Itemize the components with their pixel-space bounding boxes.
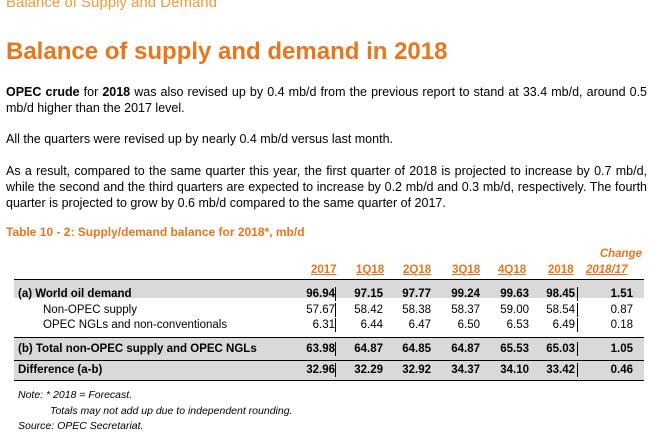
cell-value: 58.38 (402, 304, 431, 316)
table-row: (a) World oil demand 96.94 97.15 97.77 9… (0, 287, 666, 301)
col-header-2017: 2017 (311, 264, 337, 276)
table-bottom-rule (14, 380, 644, 381)
cell-value: 65.03 (546, 343, 575, 355)
cell-value: 64.85 (402, 343, 431, 355)
cell-value: 32.92 (402, 364, 431, 376)
table-row: OPEC NGLs and non-conventionals 6.31 6.4… (0, 318, 666, 332)
column-divider (335, 363, 336, 377)
row-label: Difference (a-b) (18, 364, 103, 376)
cell-value: 63.98 (306, 343, 335, 355)
cell-value: 6.31 (312, 319, 335, 331)
page-title: Balance of supply and demand in 2018 (6, 38, 448, 65)
column-divider (577, 342, 578, 356)
col-header-1q18: 1Q18 (356, 264, 385, 276)
bold-opec-crude: OPEC crude (6, 85, 80, 99)
running-header: Balance of Supply and Demand (6, 0, 217, 11)
column-divider (335, 318, 336, 332)
column-divider (335, 342, 336, 356)
col-header-4q18: 4Q18 (498, 264, 527, 276)
col-header-3q18: 3Q18 (452, 264, 481, 276)
cell-value: 58.54 (546, 304, 575, 316)
cell-value: 0.18 (610, 319, 633, 331)
cell-value: 97.77 (402, 288, 431, 300)
table-source: Source: OPEC Secretariat. (18, 420, 144, 432)
cell-value: 0.87 (610, 304, 633, 316)
para1-text-2: was also revised up by 0.4 mb/d from the… (6, 85, 647, 115)
table-mid-rule (14, 337, 644, 338)
table-caption: Table 10 - 2: Supply/demand balance for … (6, 225, 305, 239)
cell-value: 34.37 (451, 364, 480, 376)
row-label: (b) Total non-OPEC supply and OPEC NGLs (18, 343, 257, 355)
cell-value: 6.50 (457, 319, 480, 331)
col-header-change: 2018/17 (586, 264, 628, 276)
paragraph-quarters-revised: All the quarters were revised up by near… (6, 132, 393, 146)
bold-2018: 2018 (102, 85, 131, 99)
column-divider (335, 287, 336, 301)
table-row: Non-OPEC supply 57.67 58.42 58.38 58.37 … (0, 303, 666, 317)
cell-value: 99.24 (451, 288, 480, 300)
shade-total-supply (14, 337, 644, 360)
cell-value: 34.10 (500, 364, 529, 376)
column-divider (335, 303, 336, 317)
table-lower-rule (14, 360, 644, 361)
col-header-2018: 2018 (548, 264, 574, 276)
change-header: Change (599, 248, 642, 260)
column-divider (577, 287, 578, 301)
cell-value: 0.46 (610, 364, 633, 376)
table-top-rule (14, 279, 644, 280)
cell-value: 1.05 (610, 343, 633, 355)
row-label: Non-OPEC supply (43, 304, 137, 316)
cell-value: 64.87 (451, 343, 480, 355)
column-divider (577, 318, 578, 332)
para1-text-1: for (79, 85, 103, 99)
table-row: Difference (a-b) 32.96 32.29 32.92 34.37… (0, 363, 666, 377)
cell-value: 6.49 (552, 319, 575, 331)
cell-value: 98.45 (546, 288, 575, 300)
shade-demand (14, 279, 644, 298)
cell-value: 33.42 (546, 364, 575, 376)
paragraph-opec-crude: OPEC crude for 2018 was also revised up … (6, 84, 647, 116)
column-divider (577, 363, 578, 377)
cell-value: 97.15 (354, 288, 383, 300)
column-divider (577, 303, 578, 317)
cell-value: 57.67 (306, 304, 335, 316)
cell-value: 96.94 (306, 288, 335, 300)
cell-value: 99.63 (500, 288, 529, 300)
shade-difference (14, 360, 644, 380)
row-label: OPEC NGLs and non-conventionals (43, 319, 228, 331)
table-note-rounding: Totals may not add up due to independent… (50, 405, 293, 417)
paragraph-quarterly-projection: As a result, compared to the same quarte… (6, 164, 647, 210)
cell-value: 58.37 (451, 304, 480, 316)
table-row: (b) Total non-OPEC supply and OPEC NGLs … (0, 342, 666, 356)
table-note-forecast: Note: * 2018 = Forecast. (18, 389, 133, 401)
cell-value: 6.47 (408, 319, 431, 331)
cell-value: 58.42 (354, 304, 383, 316)
col-header-2q18: 2Q18 (403, 264, 432, 276)
cell-value: 32.96 (306, 364, 335, 376)
cell-value: 59.00 (500, 304, 529, 316)
cell-value: 1.51 (610, 288, 633, 300)
cell-value: 64.87 (354, 343, 383, 355)
cell-value: 32.29 (354, 364, 383, 376)
cell-value: 6.53 (506, 319, 529, 331)
cell-value: 65.53 (500, 343, 529, 355)
row-label: (a) World oil demand (18, 288, 132, 300)
cell-value: 6.44 (360, 319, 383, 331)
